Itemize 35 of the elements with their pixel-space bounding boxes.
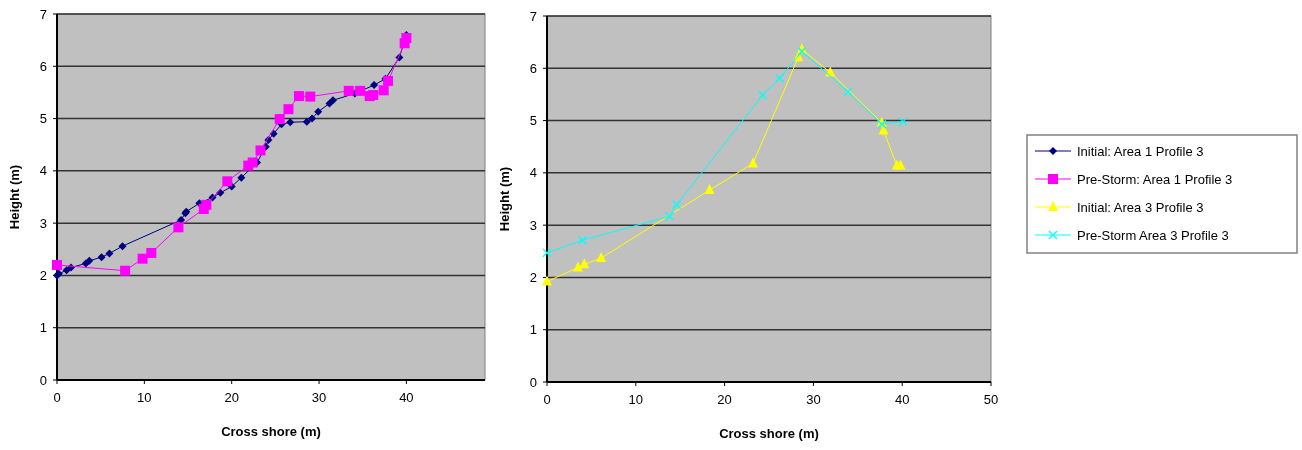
- y-tick-label: 6: [39, 58, 47, 74]
- y-tick-label: 0: [529, 374, 537, 390]
- y-tick-label: 5: [529, 113, 537, 129]
- y-tick-label: 6: [529, 60, 537, 76]
- x-tick-label: 0: [543, 392, 551, 407]
- y-axis-title: Height (m): [7, 164, 22, 230]
- legend-label: Pre-Storm: Area 1 Profile 3: [1077, 171, 1233, 187]
- x-tick-label: 10: [137, 390, 152, 405]
- y-tick-label: 7: [529, 8, 537, 24]
- y-tick-label: 2: [529, 269, 537, 285]
- y-tick-label: 2: [39, 267, 47, 283]
- legend-label: Initial: Area 1 Profile 3: [1077, 143, 1204, 159]
- y-tick-label: 4: [529, 165, 537, 181]
- x-tick-label: 40: [399, 390, 414, 405]
- y-tick-label: 4: [39, 163, 47, 179]
- y-tick-label: 1: [39, 320, 47, 336]
- y-tick-label: 3: [529, 217, 537, 233]
- x-tick-label: 50: [983, 392, 999, 407]
- legend-label: Initial: Area 3 Profile 3: [1077, 199, 1204, 215]
- x-tick-label: 30: [806, 392, 821, 407]
- y-tick-label: 0: [39, 372, 47, 388]
- y-tick-label: 3: [39, 215, 47, 231]
- y-axis-title: Height (m): [497, 166, 512, 232]
- x-tick-label: 10: [628, 392, 644, 407]
- x-axis-title: Cross shore (m): [221, 424, 321, 439]
- y-tick-label: 5: [39, 111, 47, 127]
- x-axis-title: Cross shore (m): [719, 426, 819, 441]
- x-tick-label: 40: [894, 392, 910, 407]
- x-tick-label: 20: [224, 390, 239, 405]
- x-tick-label: 0: [53, 390, 61, 405]
- y-tick-label: 7: [39, 6, 47, 22]
- x-tick-label: 20: [717, 392, 732, 407]
- legend-label: Pre-Storm Area 3 Profile 3: [1077, 227, 1229, 243]
- x-tick-label: 30: [311, 390, 327, 405]
- y-tick-label: 1: [529, 322, 537, 338]
